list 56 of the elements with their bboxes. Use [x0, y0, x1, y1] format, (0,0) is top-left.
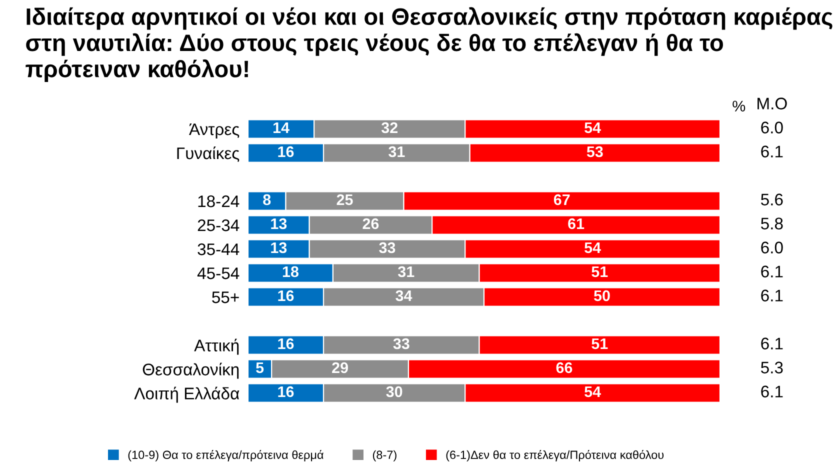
- text: 6.1: [761, 386, 783, 398]
- text: 5.3: [761, 362, 783, 374]
- y-tick-label: 18-24: [198, 195, 240, 208]
- data-label: 33: [379, 242, 396, 254]
- y-tick-label: Λοιπή Ελλάδα: [134, 386, 240, 403]
- text: 6.0: [761, 122, 783, 134]
- text: 6.1: [761, 146, 783, 158]
- data-label: 51: [592, 338, 608, 350]
- data-label: 61: [568, 218, 584, 230]
- data-label: 66: [556, 362, 572, 374]
- data-label: 25: [336, 194, 353, 206]
- y-tick-label: Θεσσαλονίκη: [142, 362, 239, 379]
- y-tick-label: 45-54: [197, 268, 240, 280]
- legend-label: (10-9) Θα το επέλεγα/πρότεινα θερμά: [128, 450, 324, 462]
- data-label: 26: [362, 218, 379, 230]
- data-label: 13: [271, 218, 287, 230]
- y-tick-label: Άντρες: [189, 123, 240, 138]
- text: 5.8: [761, 218, 783, 230]
- data-label: 16: [278, 338, 294, 350]
- y-tick-label: Γυναίκες: [177, 146, 240, 162]
- data-label: 18: [282, 266, 299, 278]
- text: 6.1: [761, 338, 783, 350]
- data-label: 53: [586, 146, 603, 158]
- data-label: 30: [386, 386, 402, 398]
- y-tick-label: 35-44: [198, 243, 240, 256]
- legend-label: (8-7): [372, 450, 396, 462]
- y-tick-label: 25-34: [198, 219, 240, 232]
- data-label: 5: [256, 362, 264, 374]
- data-label: 54: [584, 386, 601, 398]
- data-label: 31: [398, 266, 414, 278]
- text: Μ.Ο: [758, 98, 787, 110]
- data-label: 16: [278, 386, 294, 398]
- data-label: 16: [278, 146, 294, 158]
- text: %: [732, 100, 746, 112]
- data-label: 32: [381, 122, 398, 134]
- data-label: 50: [594, 290, 610, 302]
- text: 5.6: [761, 194, 783, 206]
- data-label: 54: [584, 242, 601, 254]
- data-label: 51: [592, 266, 608, 278]
- data-label: 54: [584, 122, 601, 134]
- data-label: 14: [274, 122, 290, 133]
- y-tick-label: Αττική: [194, 338, 239, 355]
- y-tick-label: 55+: [212, 292, 239, 304]
- data-label: 33: [393, 338, 410, 350]
- data-label: 67: [554, 194, 570, 206]
- data-label: 29: [332, 362, 348, 374]
- text: 6.0: [761, 242, 783, 254]
- data-label: 8: [263, 194, 271, 206]
- data-label: 16: [278, 290, 294, 302]
- chart-title: Ιδιαίτερα αρνητικοί οι νέοι και οι Θεσσαλονικείς στην πρόταση καριέρας στη ναυτιλία: Δύο στους τρεις νέους δε θα το επέλεγαν ή θα το πρότειναν καθόλου!: [26, 7, 832, 82]
- data-label: 34: [396, 290, 412, 302]
- data-label: 31: [388, 146, 405, 158]
- data-label: 13: [271, 242, 287, 254]
- text: 6.1: [761, 266, 783, 278]
- text: 6.1: [761, 290, 783, 302]
- legend-label: (6-1)Δεν θα το επέλεγα/Πρότεινα καθόλου: [446, 450, 664, 462]
